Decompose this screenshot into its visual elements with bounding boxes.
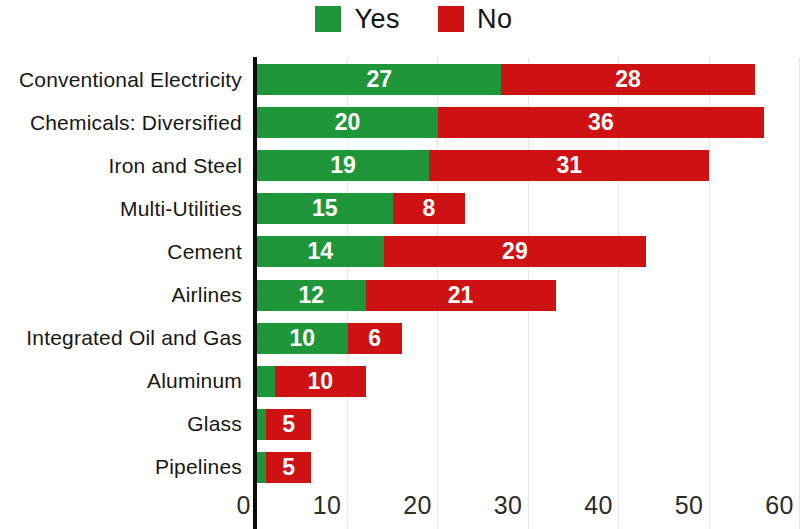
bar-segment-yes[interactable]: 15 [257, 193, 393, 224]
category-label: Aluminum [0, 360, 242, 403]
bar-row: 2036 [257, 101, 800, 144]
stacked-bar: 10 6 [257, 323, 402, 354]
bar-segment-no[interactable]: 6 [348, 323, 402, 354]
bar-value-label: 10 [289, 325, 315, 352]
stacked-bar: 12 21 [257, 280, 556, 311]
bar-value-label: 31 [556, 152, 582, 179]
x-tick-label-40: 40 [584, 491, 613, 520]
bar-value-label: 15 [312, 195, 338, 222]
stacked-bar: 27 28 [257, 64, 755, 95]
legend-item-no: No [438, 4, 513, 35]
category-label: Airlines [0, 273, 242, 316]
stacked-bar: 15 8 [257, 193, 465, 224]
x-axis-labels: 0102030405060 [257, 491, 800, 529]
bar-row: 5 [257, 446, 800, 489]
bar-segment-yes[interactable] [257, 409, 266, 440]
bar-value-label: 6 [368, 325, 381, 352]
plot-area: 272820361931158142912211061055 [257, 58, 800, 489]
bar-row: 15 8 [257, 187, 800, 230]
legend-swatch-yes-icon [315, 6, 341, 32]
bar-value-label: 27 [366, 66, 392, 93]
stacked-bar: 10 [257, 366, 366, 397]
category-label: Iron and Steel [0, 144, 242, 187]
x-tick-label-0: 0 [237, 491, 251, 520]
bar-value-label: 5 [282, 454, 295, 481]
bar-segment-yes[interactable] [257, 366, 275, 397]
stacked-bar: 5 [257, 409, 311, 440]
bar-value-label: 19 [330, 152, 356, 179]
bar-row: 10 [257, 360, 800, 403]
legend-label-no: No [477, 4, 513, 35]
bar-segment-yes[interactable]: 12 [257, 280, 366, 311]
stacked-bar: 2036 [257, 107, 764, 138]
bar-value-label: 8 [423, 195, 436, 222]
bar-segment-no[interactable]: 36 [438, 107, 764, 138]
category-label: Cement [0, 230, 242, 273]
bar-segment-yes[interactable]: 20 [257, 107, 438, 138]
bar-value-label: 20 [335, 109, 361, 136]
bar-segment-no[interactable]: 29 [384, 236, 646, 267]
bar-row: 12 21 [257, 273, 800, 316]
bar-value-label: 29 [502, 238, 528, 265]
bar-value-label: 28 [615, 66, 641, 93]
bar-segment-no[interactable]: 5 [266, 452, 311, 483]
bar-segment-yes[interactable]: 27 [257, 64, 501, 95]
bar-value-label: 10 [308, 368, 334, 395]
stacked-bar: 5 [257, 452, 311, 483]
stacked-bar-chart: Yes No Conventional ElectricityChemicals… [0, 0, 800, 529]
x-tick-label-50: 50 [675, 491, 704, 520]
bar-value-label: 36 [588, 109, 614, 136]
bar-value-label: 12 [299, 282, 325, 309]
bar-segment-no[interactable]: 31 [429, 150, 710, 181]
bar-row: 5 [257, 403, 800, 446]
legend-label-yes: Yes [354, 4, 400, 35]
x-tick-label-30: 30 [494, 491, 523, 520]
legend: Yes No [14, 2, 800, 36]
category-label: Integrated Oil and Gas [0, 317, 242, 360]
bar-row: 1931 [257, 144, 800, 187]
category-label: Conventional Electricity [0, 58, 242, 101]
bar-segment-yes[interactable]: 19 [257, 150, 429, 181]
bar-segment-yes[interactable] [257, 452, 266, 483]
category-label: Pipelines [0, 446, 242, 489]
stacked-bar: 14 29 [257, 236, 646, 267]
category-axis-labels: Conventional ElectricityChemicals: Diver… [0, 58, 242, 489]
stacked-bar: 1931 [257, 150, 709, 181]
category-label: Multi-Utilities [0, 187, 242, 230]
bar-value-label: 14 [308, 238, 334, 265]
bar-segment-no[interactable]: 8 [393, 193, 465, 224]
x-tick-label-20: 20 [403, 491, 432, 520]
legend-swatch-no-icon [438, 6, 464, 32]
bar-row: 27 28 [257, 58, 800, 101]
bar-segment-no[interactable]: 21 [366, 280, 556, 311]
bar-value-label: 21 [448, 282, 474, 309]
bar-segment-yes[interactable]: 14 [257, 236, 384, 267]
x-tick-label-10: 10 [313, 491, 342, 520]
category-label: Chemicals: Diversified [0, 101, 242, 144]
bar-segment-yes[interactable]: 10 [257, 323, 348, 354]
bar-segment-no[interactable]: 10 [275, 366, 366, 397]
bar-row: 10 6 [257, 317, 800, 360]
bar-segment-no[interactable]: 28 [501, 64, 754, 95]
bar-value-label: 5 [282, 411, 295, 438]
bar-segment-no[interactable]: 5 [266, 409, 311, 440]
category-label: Glass [0, 403, 242, 446]
x-tick-label-60: 60 [765, 491, 794, 520]
bar-row: 14 29 [257, 230, 800, 273]
legend-item-yes: Yes [315, 4, 400, 35]
